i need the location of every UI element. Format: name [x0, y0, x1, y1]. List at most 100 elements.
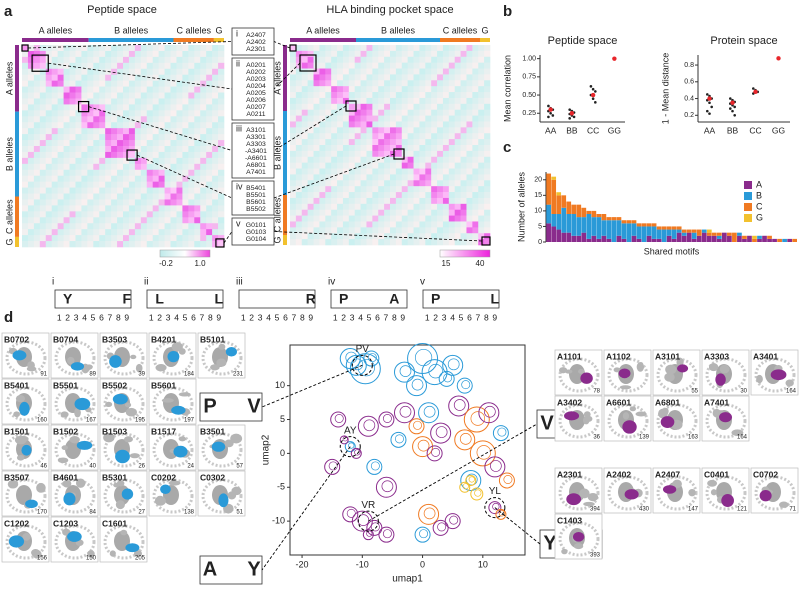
heatmap-cell: [378, 121, 385, 128]
heatmap-cell: [105, 163, 112, 171]
heatmap-cell: [69, 45, 76, 52]
heatmap-title: HLA binding pocket space: [326, 4, 453, 16]
pocket-shape: [230, 433, 243, 444]
heatmap-cell: [170, 187, 177, 194]
bar-segment: [546, 204, 552, 224]
heatmap-cell: [170, 199, 177, 206]
heatmap-cell: [33, 163, 41, 171]
heatmap-cell: [111, 116, 118, 123]
heatmap-cell: [105, 45, 112, 52]
heatmap-cell: [146, 211, 154, 218]
heatmap-cell: [123, 199, 130, 206]
heatmap-cell: [146, 187, 154, 194]
logo-position: 3: [350, 312, 355, 322]
heatmap-cell: [182, 199, 189, 206]
bar-segment: [551, 179, 557, 214]
heatmap-cell: [176, 110, 183, 117]
heatmap-cell: [93, 134, 100, 141]
heatmap-cell: [111, 80, 118, 87]
heatmap-cell: [431, 174, 438, 181]
point-inner: [357, 514, 370, 526]
heatmap-cell: [188, 169, 195, 177]
heatmap-cell: [75, 140, 82, 147]
heatmap-cell: [360, 109, 367, 116]
heatmap-cell: [460, 121, 467, 128]
heatmap-cell: [466, 80, 473, 87]
heatmap-cell: [448, 221, 456, 228]
group-label: A alleles: [39, 25, 73, 35]
heatmap-cell: [117, 175, 124, 182]
heatmap-cell: [134, 235, 142, 242]
heatmap-cell: [390, 209, 397, 216]
heatmap-cell: [372, 162, 379, 169]
heatmap-cell: [123, 169, 130, 177]
heatmap-cell: [448, 209, 456, 216]
point: [547, 115, 550, 119]
bar-segment: [701, 229, 707, 233]
heatmap-cell: [307, 109, 314, 116]
heatmap-cell: [390, 74, 397, 81]
heatmap-cell: [442, 192, 450, 199]
heatmap-cell: [390, 221, 397, 228]
heatmap-cell: [22, 74, 29, 81]
heatmap-cell: [164, 128, 171, 135]
heatmap-cell: [146, 193, 154, 200]
heatmap-cell: [93, 211, 100, 218]
group-bar: [173, 38, 214, 42]
pocket-count: 163: [688, 435, 699, 441]
heatmap-cell: [158, 223, 165, 230]
heatmap-cell: [466, 221, 473, 228]
pocket-count: 30: [740, 389, 747, 395]
mean-point: [776, 56, 781, 61]
heatmap-cell: [152, 110, 159, 117]
x-tick-label: -10: [356, 559, 369, 569]
heatmap-cell: [319, 221, 326, 228]
heatmap-cell: [307, 227, 314, 234]
bar-segment: [626, 220, 632, 224]
y-tick-label: 1.00: [522, 55, 536, 62]
heatmap-cell: [45, 157, 53, 165]
heatmap-cell: [22, 151, 29, 159]
heatmap-cell: [39, 187, 47, 194]
heatmap-cell: [206, 134, 213, 141]
heatmap-cell: [325, 50, 332, 58]
logo-position: 4: [450, 312, 455, 322]
pocket-shape: [578, 368, 585, 374]
heatmap-cell: [81, 80, 88, 87]
heatmap-cell: [313, 92, 320, 99]
group-bar: [15, 196, 19, 237]
heatmap-cell: [87, 92, 94, 99]
heatmap-cell: [425, 156, 432, 163]
heatmap-cell: [170, 116, 177, 123]
heatmap-cell: [413, 80, 420, 87]
heatmap-cell: [22, 157, 29, 165]
heatmap-cell: [342, 156, 350, 163]
heatmap-cell: [442, 86, 450, 93]
heatmap-cell: [419, 203, 426, 211]
heatmap-cell: [27, 80, 35, 87]
bar-segment: [551, 226, 557, 242]
heatmap-cell: [117, 235, 124, 242]
bar-segment: [606, 220, 612, 239]
heatmap-cell: [188, 211, 195, 218]
heatmap-cell: [354, 233, 361, 240]
heatmap-cell: [111, 45, 118, 52]
heatmap-cell: [212, 45, 219, 52]
x-tick-label: GG: [772, 125, 785, 135]
point: [362, 529, 374, 541]
heatmap-cell: [134, 86, 142, 93]
heatmap-cell: [337, 68, 344, 75]
pocket-highlight: [74, 397, 91, 411]
heatmap-cell: [99, 205, 106, 212]
heatmap-cell: [472, 150, 479, 158]
heatmap-cell: [51, 86, 58, 93]
heatmap-cell: [454, 192, 461, 199]
heatmap-cell: [472, 215, 479, 222]
heatmap-cell: [431, 74, 438, 81]
heatmap-cell: [188, 104, 195, 111]
heatmap-cell: [484, 203, 491, 211]
heatmap-cell: [218, 140, 225, 147]
heatmap-cell: [57, 80, 64, 87]
heatmap-cell: [384, 186, 391, 193]
heatmap-cell: [407, 62, 414, 69]
